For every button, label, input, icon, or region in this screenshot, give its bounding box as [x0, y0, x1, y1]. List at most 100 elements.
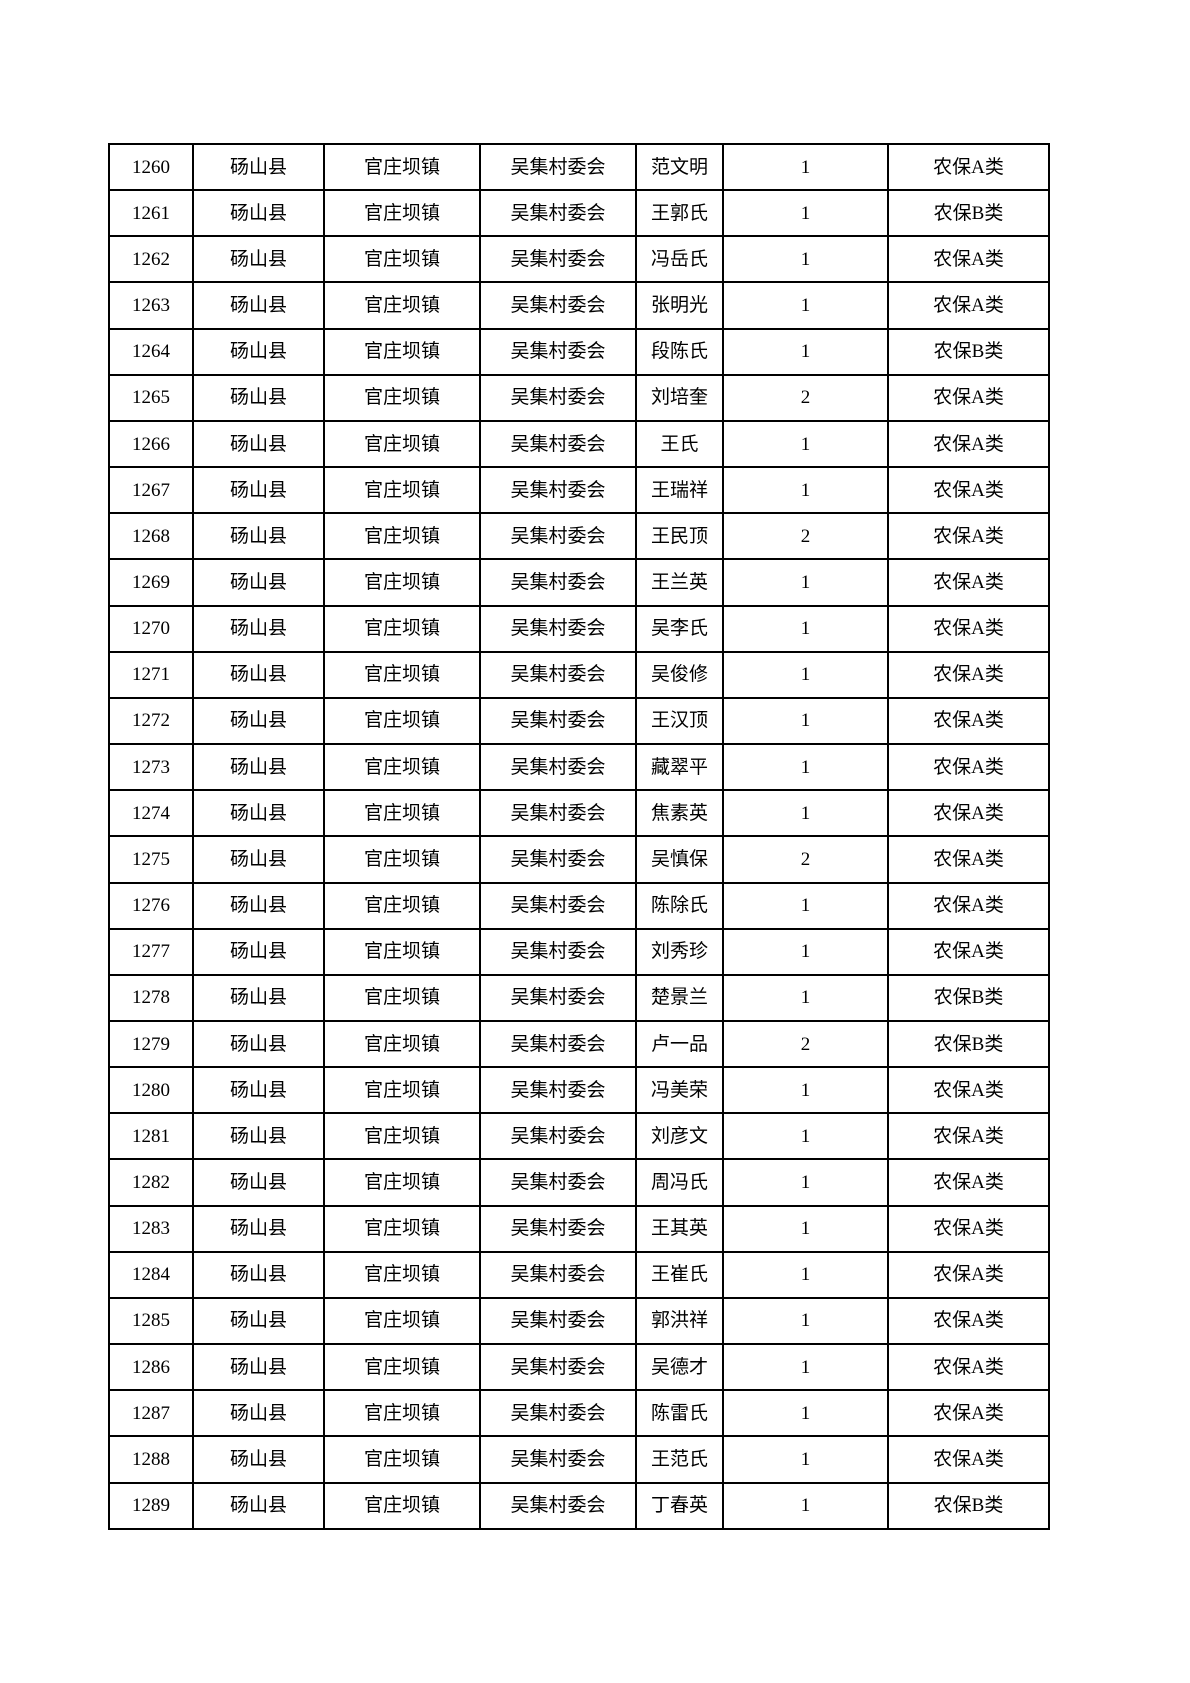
cell-town: 官庄坝镇	[323, 1343, 481, 1392]
cell-name: 王氏	[635, 419, 724, 469]
cell-village: 吴集村委会	[479, 604, 637, 653]
cell-village: 吴集村委会	[479, 1158, 637, 1207]
cell-county: 砀山县	[192, 558, 325, 607]
cell-town: 官庄坝镇	[323, 696, 481, 746]
table-row: 1279 砀山县 官庄坝镇 吴集村委会 卢一品 2 农保B类	[108, 1019, 1050, 1069]
table-row: 1280 砀山县 官庄坝镇 吴集村委会 冯美荣 1 农保A类	[108, 1066, 1050, 1115]
cell-town: 官庄坝镇	[323, 973, 481, 1022]
cell-count: 1	[722, 1066, 889, 1115]
cell-name: 藏翠平	[635, 743, 724, 792]
table-row: 1284 砀山县 官庄坝镇 吴集村委会 王崔氏 1 农保A类	[108, 1250, 1050, 1299]
table-row: 1281 砀山县 官庄坝镇 吴集村委会 刘彦文 1 农保A类	[108, 1112, 1050, 1161]
cell-name: 吴李氏	[635, 604, 724, 653]
table-row: 1270 砀山县 官庄坝镇 吴集村委会 吴李氏 1 农保A类	[108, 604, 1050, 653]
cell-village: 吴集村委会	[479, 189, 637, 238]
cell-village: 吴集村委会	[479, 419, 637, 469]
cell-village: 吴集村委会	[479, 1296, 637, 1346]
cell-village: 吴集村委会	[479, 1389, 637, 1438]
cell-county: 砀山县	[192, 1389, 325, 1438]
cell-county: 砀山县	[192, 235, 325, 284]
cell-serial: 1262	[108, 235, 194, 284]
cell-name: 刘秀珍	[635, 927, 724, 976]
cell-town: 官庄坝镇	[323, 1250, 481, 1299]
cell-county: 砀山县	[192, 1296, 325, 1346]
cell-serial: 1266	[108, 419, 194, 469]
table-row: 1263 砀山县 官庄坝镇 吴集村委会 张明光 1 农保A类	[108, 281, 1050, 330]
cell-serial: 1271	[108, 650, 194, 699]
cell-village: 吴集村委会	[479, 235, 637, 284]
cell-name: 楚景兰	[635, 973, 724, 1022]
cell-category: 农保A类	[887, 696, 1050, 746]
cell-name: 焦素英	[635, 789, 724, 838]
cell-town: 官庄坝镇	[323, 1296, 481, 1346]
cell-county: 砀山县	[192, 1343, 325, 1392]
cell-town: 官庄坝镇	[323, 650, 481, 699]
cell-category: 农保A类	[887, 1250, 1050, 1299]
table-row: 1269 砀山县 官庄坝镇 吴集村委会 王兰英 1 农保A类	[108, 558, 1050, 607]
cell-town: 官庄坝镇	[323, 1158, 481, 1207]
cell-name: 吴俊修	[635, 650, 724, 699]
cell-category: 农保A类	[887, 558, 1050, 607]
table-row: 1272 砀山县 官庄坝镇 吴集村委会 王汉顶 1 农保A类	[108, 696, 1050, 746]
cell-name: 王范氏	[635, 1435, 724, 1484]
table-row: 1273 砀山县 官庄坝镇 吴集村委会 藏翠平 1 农保A类	[108, 743, 1050, 792]
cell-serial: 1273	[108, 743, 194, 792]
cell-category: 农保A类	[887, 1296, 1050, 1346]
cell-category: 农保A类	[887, 1112, 1050, 1161]
cell-category: 农保B类	[887, 1481, 1050, 1531]
cell-county: 砀山县	[192, 281, 325, 330]
cell-town: 官庄坝镇	[323, 1389, 481, 1438]
cell-town: 官庄坝镇	[323, 512, 481, 561]
cell-count: 1	[722, 1296, 889, 1346]
cell-town: 官庄坝镇	[323, 789, 481, 838]
cell-town: 官庄坝镇	[323, 419, 481, 469]
table-row: 1287 砀山县 官庄坝镇 吴集村委会 陈雷氏 1 农保A类	[108, 1389, 1050, 1438]
cell-count: 1	[722, 1112, 889, 1161]
cell-village: 吴集村委会	[479, 281, 637, 330]
cell-village: 吴集村委会	[479, 327, 637, 376]
table-row: 1265 砀山县 官庄坝镇 吴集村委会 刘培奎 2 农保A类	[108, 373, 1050, 422]
table-row: 1283 砀山县 官庄坝镇 吴集村委会 王其英 1 农保A类	[108, 1204, 1050, 1253]
cell-name: 冯岳氏	[635, 235, 724, 284]
cell-town: 官庄坝镇	[323, 1481, 481, 1531]
cell-town: 官庄坝镇	[323, 1019, 481, 1069]
cell-serial: 1270	[108, 604, 194, 653]
cell-name: 王兰英	[635, 558, 724, 607]
cell-name: 丁春英	[635, 1481, 724, 1531]
cell-county: 砀山县	[192, 1481, 325, 1531]
cell-village: 吴集村委会	[479, 743, 637, 792]
cell-category: 农保A类	[887, 373, 1050, 422]
cell-county: 砀山县	[192, 881, 325, 930]
cell-county: 砀山县	[192, 1112, 325, 1161]
cell-category: 农保A类	[887, 1204, 1050, 1253]
cell-category: 农保A类	[887, 604, 1050, 653]
cell-category: 农保A类	[887, 1066, 1050, 1115]
cell-category: 农保A类	[887, 1435, 1050, 1484]
cell-village: 吴集村委会	[479, 1481, 637, 1531]
cell-serial: 1265	[108, 373, 194, 422]
cell-village: 吴集村委会	[479, 1112, 637, 1161]
cell-category: 农保A类	[887, 881, 1050, 930]
cell-town: 官庄坝镇	[323, 881, 481, 930]
cell-county: 砀山县	[192, 927, 325, 976]
cell-county: 砀山县	[192, 743, 325, 792]
cell-serial: 1269	[108, 558, 194, 607]
cell-county: 砀山县	[192, 1158, 325, 1207]
cell-village: 吴集村委会	[479, 512, 637, 561]
cell-category: 农保A类	[887, 235, 1050, 284]
cell-count: 1	[722, 466, 889, 515]
cell-count: 1	[722, 789, 889, 838]
cell-village: 吴集村委会	[479, 789, 637, 838]
cell-town: 官庄坝镇	[323, 743, 481, 792]
cell-county: 砀山县	[192, 512, 325, 561]
cell-count: 1	[722, 927, 889, 976]
table-row: 1261 砀山县 官庄坝镇 吴集村委会 王郭氏 1 农保B类	[108, 189, 1050, 238]
cell-name: 王民顶	[635, 512, 724, 561]
cell-count: 1	[722, 1204, 889, 1253]
cell-village: 吴集村委会	[479, 881, 637, 930]
cell-serial: 1264	[108, 327, 194, 376]
cell-village: 吴集村委会	[479, 1343, 637, 1392]
cell-serial: 1277	[108, 927, 194, 976]
cell-name: 郭洪祥	[635, 1296, 724, 1346]
